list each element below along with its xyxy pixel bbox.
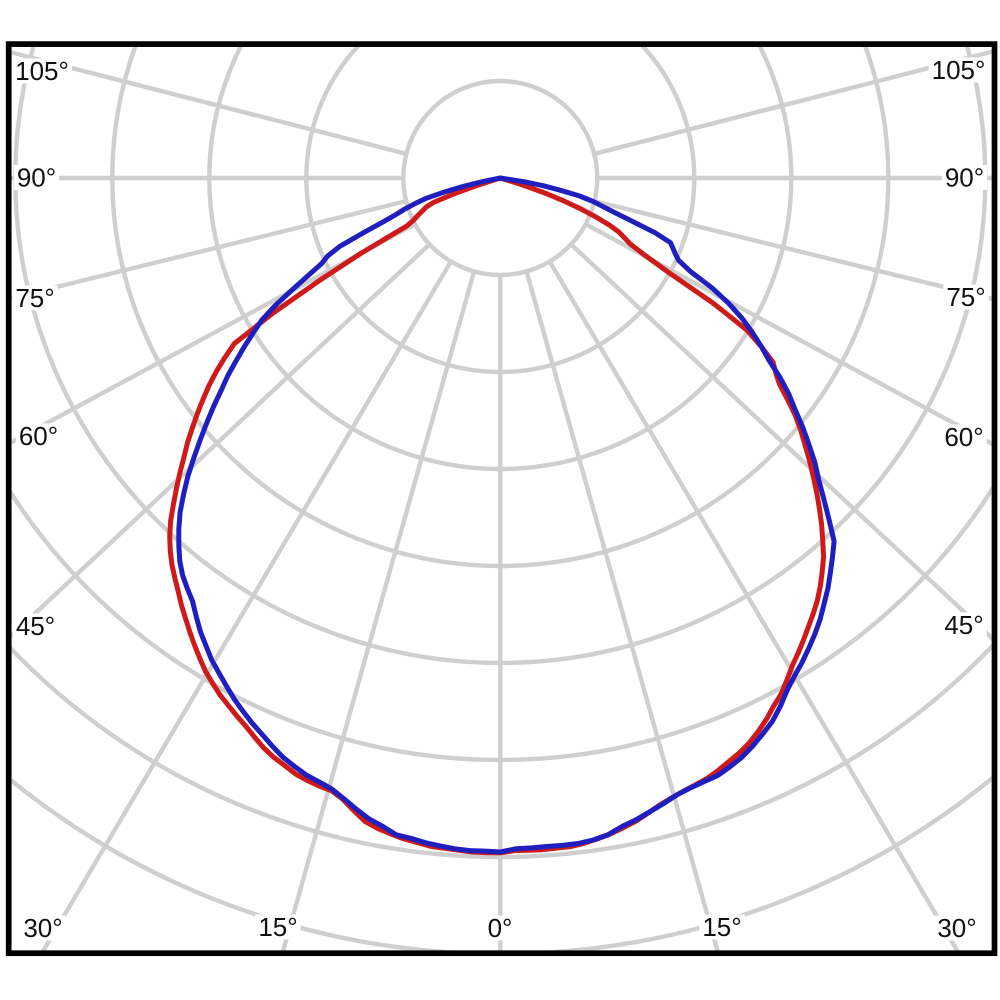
svg-text:75°: 75° <box>946 282 985 312</box>
svg-text:0°: 0° <box>488 913 513 943</box>
svg-text:60°: 60° <box>19 421 58 451</box>
svg-text:45°: 45° <box>16 611 55 641</box>
svg-text:30°: 30° <box>937 913 976 943</box>
svg-text:45°: 45° <box>944 610 983 640</box>
svg-text:75°: 75° <box>15 283 54 313</box>
svg-text:105°: 105° <box>15 56 69 86</box>
svg-text:15°: 15° <box>702 912 741 942</box>
svg-text:60°: 60° <box>944 422 983 452</box>
svg-text:90°: 90° <box>17 163 56 193</box>
svg-text:90°: 90° <box>945 163 984 193</box>
svg-text:30°: 30° <box>23 913 62 943</box>
svg-text:105°: 105° <box>932 55 986 85</box>
svg-text:15°: 15° <box>258 912 297 942</box>
